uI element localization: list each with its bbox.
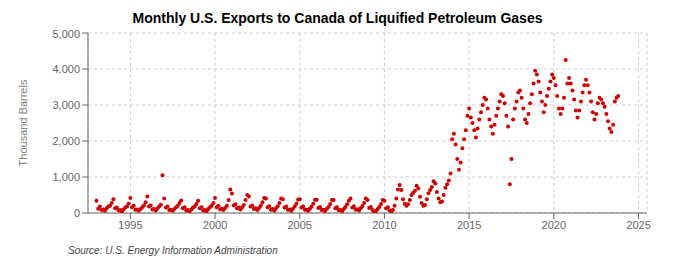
html-text:Monthly U.S. Exports to Canada: Monthly U.S. Exports to Canada of Liquif… xyxy=(132,10,543,26)
svg-text:1995: 1995 xyxy=(118,219,142,231)
svg-text:Thousand Barrels: Thousand Barrels xyxy=(17,79,29,166)
svg-text:2010: 2010 xyxy=(372,219,396,231)
svg-text:2015: 2015 xyxy=(457,219,481,231)
svg-text:0: 0 xyxy=(74,207,80,219)
html-text:Source: U.S. Energy Informatio: Source: U.S. Energy Information Administ… xyxy=(68,245,278,256)
svg-text:4,000: 4,000 xyxy=(52,63,80,75)
svg-text:2020: 2020 xyxy=(542,219,566,231)
svg-text:2,000: 2,000 xyxy=(52,135,80,147)
svg-text:2000: 2000 xyxy=(203,219,227,231)
svg-text:1,000: 1,000 xyxy=(52,171,80,183)
svg-text:2025: 2025 xyxy=(626,219,650,231)
svg-text:2005: 2005 xyxy=(288,219,312,231)
svg-text:3,000: 3,000 xyxy=(52,99,80,111)
svg-text:5,000: 5,000 xyxy=(52,28,80,40)
